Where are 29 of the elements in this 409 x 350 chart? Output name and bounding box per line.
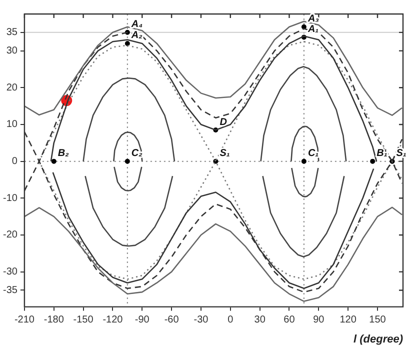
annotation: S₁ (220, 148, 230, 160)
x-tick-label: -120 (102, 314, 124, 326)
y-tick-label: -30 (3, 266, 18, 278)
x-tick-label: 0 (228, 314, 234, 326)
x-tick-label: -30 (194, 314, 209, 326)
annotation: A₃ (306, 14, 320, 25)
x-tick-label: 90 (313, 314, 325, 326)
annotation: A₄ (130, 19, 143, 30)
x-tick-label: -90 (134, 314, 150, 326)
y-tick-label: 20 (6, 82, 18, 94)
x-tick-label: -60 (164, 314, 180, 326)
y-tick-label: 35 (6, 27, 18, 38)
x-tick-label: 30 (254, 314, 266, 326)
x-tick-label: 120 (340, 314, 357, 326)
annotation: D (220, 116, 227, 128)
x-tick-label: -150 (73, 314, 94, 326)
x-tick-label: 60 (284, 314, 296, 326)
annotation: B₂ (58, 148, 70, 160)
x-tick-label: 150 (369, 314, 386, 326)
annotation: B₁ (376, 148, 388, 160)
y-tick-label: 10 (6, 119, 18, 130)
x-tick-label: -210 (14, 314, 35, 326)
y-tick-label: 30 (6, 46, 18, 57)
y-tick-label: -20 (3, 230, 18, 241)
x-tick-label: -180 (44, 314, 64, 326)
y-tick-label: -10 (3, 192, 18, 204)
y-tick-label: -35 (3, 284, 18, 296)
y-tick-label: 0 (12, 156, 18, 168)
x-axis-title: l (degree) (353, 333, 404, 346)
